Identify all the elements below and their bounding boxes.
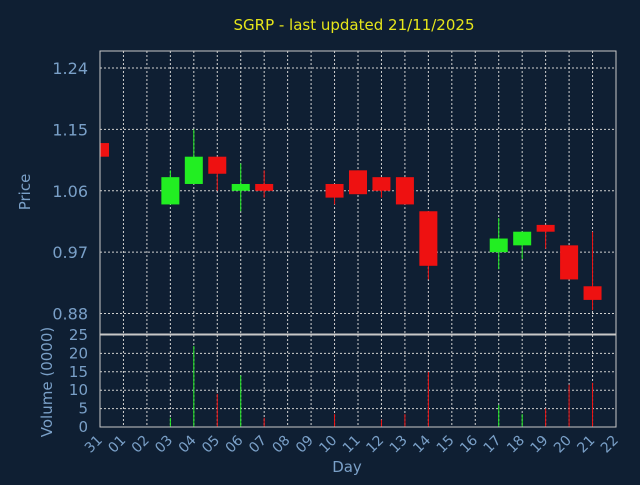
x-tick-label: 12 bbox=[363, 433, 387, 457]
chart-title: SGRP - last updated 21/11/2025 bbox=[234, 16, 475, 34]
x-tick-label: 31 bbox=[82, 433, 106, 457]
x-tick-label: 03 bbox=[152, 433, 176, 457]
x-tick-label: 21 bbox=[574, 433, 598, 457]
x-tick-label: 02 bbox=[129, 433, 153, 457]
candle-body bbox=[583, 286, 602, 300]
y-tick-label: 1.06 bbox=[52, 182, 88, 201]
candle-body bbox=[255, 183, 274, 191]
y-axis-title: Price bbox=[16, 174, 34, 211]
volume-tick-label: 15 bbox=[69, 363, 88, 381]
x-axis-title: Day bbox=[332, 458, 362, 476]
x-tick-label: 10 bbox=[316, 433, 340, 457]
x-tick-label: 20 bbox=[551, 433, 575, 457]
x-tick-label: 11 bbox=[340, 433, 364, 457]
price-panel-frame bbox=[99, 50, 617, 335]
y-tick-label: 1.15 bbox=[52, 120, 88, 139]
x-tick-label: 22 bbox=[598, 433, 622, 457]
volume-tick-label: 10 bbox=[69, 381, 88, 399]
x-tick-label: 01 bbox=[105, 433, 129, 457]
candle-body bbox=[536, 224, 555, 232]
candle-body bbox=[325, 183, 344, 198]
x-tick-label: 19 bbox=[528, 433, 552, 457]
candle-body bbox=[231, 183, 250, 191]
x-tick-label: 14 bbox=[410, 432, 434, 456]
candle-body bbox=[208, 156, 227, 174]
candle-body bbox=[419, 211, 438, 266]
candle-body bbox=[184, 156, 203, 184]
volume-tick-label: 25 bbox=[69, 326, 88, 344]
x-tick-label: 16 bbox=[457, 432, 481, 456]
x-tick-label: 08 bbox=[270, 433, 294, 457]
y-tick-label: 1.24 bbox=[52, 59, 88, 78]
x-tick-label: 13 bbox=[387, 433, 411, 457]
volume-axis-title: Volume (0000) bbox=[38, 327, 56, 437]
x-tick-label: 04 bbox=[176, 432, 200, 456]
volume-tick-label: 20 bbox=[69, 344, 88, 362]
volume-tick-label: 0 bbox=[78, 418, 88, 436]
volume-panel-frame bbox=[99, 334, 617, 428]
x-tick-label: 05 bbox=[199, 433, 223, 457]
x-tick-label: 17 bbox=[481, 433, 505, 457]
y-tick-label: 0.97 bbox=[52, 243, 88, 262]
candle-body bbox=[395, 177, 414, 205]
candle-body bbox=[489, 238, 508, 253]
x-tick-label: 07 bbox=[246, 433, 270, 457]
x-tick-label: 18 bbox=[504, 433, 528, 457]
x-tick-label: 06 bbox=[223, 432, 247, 456]
volume-tick-label: 5 bbox=[78, 400, 88, 418]
candle-body bbox=[349, 170, 367, 195]
x-tick-label: 09 bbox=[293, 433, 317, 457]
candle-body bbox=[161, 177, 180, 205]
candle-body bbox=[560, 245, 579, 280]
x-tick-label: 15 bbox=[434, 433, 458, 457]
candle-body bbox=[513, 231, 532, 246]
y-tick-label: 0.88 bbox=[52, 305, 88, 324]
candle-body bbox=[372, 177, 391, 191]
candle-body bbox=[100, 143, 109, 157]
